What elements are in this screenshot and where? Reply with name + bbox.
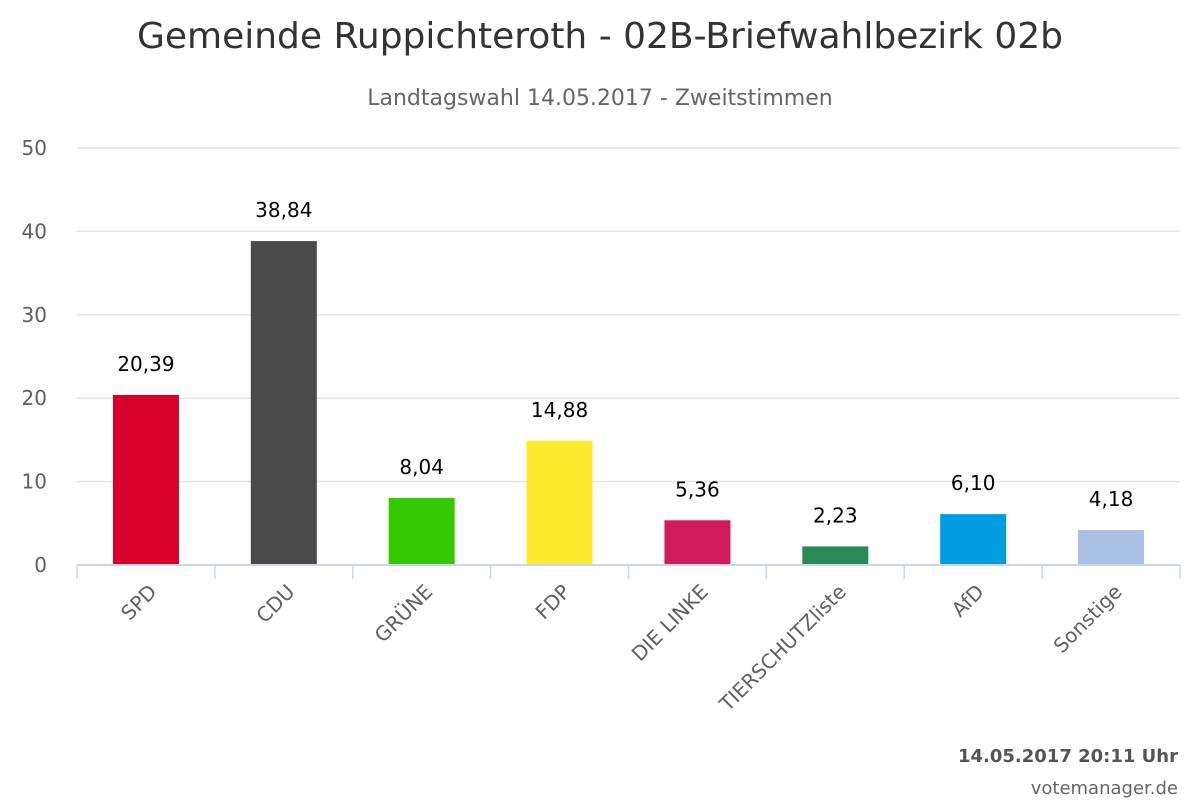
bar-tierschutzliste[interactable] [802,546,869,565]
x-axis: SPD CDU GRÜNE FDP DIE LINKE TIERSCHUTZliste Af… [76,564,1181,717]
bar-fdp[interactable] [526,440,593,565]
footer-timestamp: 14.05.2017 20:11 Uhr [958,746,1178,767]
bar-die-linke[interactable] [664,520,731,565]
chart-title: Gemeinde Ruppichteroth - 02B-Briefwahlbe… [137,16,1063,57]
bar-spd[interactable] [112,394,179,565]
bar-afd[interactable] [940,514,1007,565]
x-tick-label: DIE LINKE [627,580,713,666]
data-label: 5,36 [675,477,720,501]
chart-subtitle: Landtagswahl 14.05.2017 - Zweitstimmen [367,86,832,111]
y-tick-label: 30 [22,303,47,327]
bar-cdu[interactable] [250,241,317,565]
data-label: 6,10 [951,471,996,495]
gridlines [77,147,1180,483]
y-tick-label: 10 [22,470,47,494]
x-tick-label: GRÜNE [370,580,438,648]
x-tick-label: TIERSCHUTZliste [714,580,851,717]
x-tick-label: Sonstige [1049,580,1127,658]
data-label: 8,04 [399,455,444,479]
footer-credit: votemanager.de [1031,778,1178,799]
y-tick-label: 0 [34,553,47,577]
data-label: 38,84 [255,198,312,222]
data-label: 20,39 [117,352,174,376]
x-tick-label: CDU [251,580,299,628]
data-label: 2,23 [813,503,858,527]
bar-sonstige[interactable] [1078,530,1145,565]
data-label: 4,18 [1089,487,1134,511]
x-tick-label: SPD [116,580,161,625]
bar-grüne[interactable] [388,497,455,565]
data-labels: 20,39 38,84 8,04 14,88 5,36 2,23 6,10 4,18 [117,198,1133,527]
y-tick-label: 20 [22,386,47,410]
data-label: 14,88 [531,398,588,422]
x-tick-label: AfD [947,580,989,622]
y-axis: 0 10 20 30 40 50 [22,136,47,577]
y-tick-label: 50 [22,136,47,160]
x-tick-label: FDP [531,580,576,625]
bars [112,241,1145,565]
y-tick-label: 40 [22,219,47,243]
